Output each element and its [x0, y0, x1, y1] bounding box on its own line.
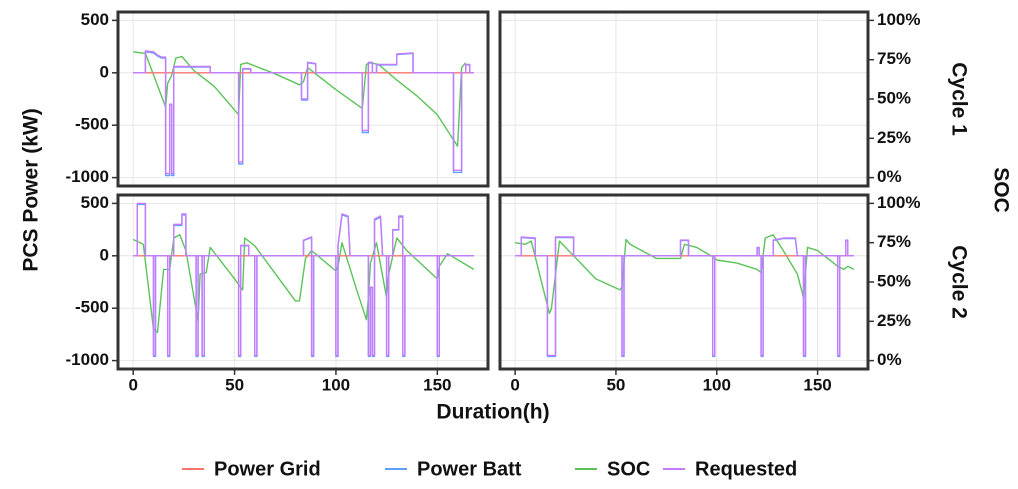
y2-tick-label: 50% — [877, 271, 911, 290]
x-tick-label: 50 — [606, 375, 625, 394]
legend-label: Requested — [695, 458, 797, 480]
facet-label: Cycle 2 — [947, 245, 970, 319]
panel: -1000 -500 0 500 — [66, 10, 490, 188]
x-tick-label: 100 — [703, 375, 731, 394]
y-tick-label: -1000 — [66, 167, 109, 186]
y2-tick-label: 100% — [877, 10, 920, 29]
y2-tick-label: 25% — [877, 128, 911, 147]
x-tick-label: 0 — [510, 375, 519, 394]
y-axis-title: PCS Power (kW) — [20, 108, 43, 271]
legend-label: Power Grid — [214, 458, 321, 480]
facet-label: Cycle 1 — [947, 62, 970, 136]
series-line — [515, 236, 854, 357]
y2-tick-label: 50% — [877, 88, 911, 107]
legend-label: Power Batt — [417, 458, 522, 480]
y2-tick-label: 100% — [877, 193, 920, 212]
y2-tick-label: 0% — [877, 350, 902, 369]
series-line — [133, 51, 467, 147]
panel: -1000 -500 0 500 0 50 100 150 — [66, 193, 490, 394]
series-line — [133, 50, 474, 175]
y-tick-label: 0 — [100, 62, 109, 81]
panel-border — [116, 193, 490, 371]
y2-tick-label: 75% — [877, 49, 911, 68]
panel-background — [118, 195, 488, 369]
x-tick-label: 100 — [322, 375, 350, 394]
y2-tick-label: 0% — [877, 167, 902, 186]
panel-background — [500, 195, 868, 369]
x-axis-title: Duration(h) — [436, 401, 549, 424]
y-tick-label: 500 — [81, 193, 109, 212]
x-tick-label: 150 — [803, 375, 831, 394]
x-tick-label: 150 — [423, 375, 451, 394]
y2-axis-title: SOC — [989, 167, 1012, 213]
legend-label: SOC — [607, 458, 650, 480]
series-line — [133, 202, 474, 357]
panel: 0% 25% 50% 75% 100% — [498, 10, 920, 188]
y-tick-label: -500 — [75, 115, 109, 134]
y2-tick-label: 75% — [877, 232, 911, 251]
y-tick-label: 0 — [100, 245, 109, 264]
panel-background — [500, 12, 868, 186]
y-tick-label: 500 — [81, 10, 109, 29]
y-tick-label: -1000 — [66, 350, 109, 369]
panel: 0% 25% 50% 75% 100% 0 50 100 150 — [498, 193, 920, 394]
panel-border — [116, 10, 490, 188]
x-tick-label: 0 — [128, 375, 137, 394]
y-tick-label: -500 — [75, 298, 109, 317]
y2-tick-label: 25% — [877, 311, 911, 330]
x-tick-label: 50 — [225, 375, 244, 394]
